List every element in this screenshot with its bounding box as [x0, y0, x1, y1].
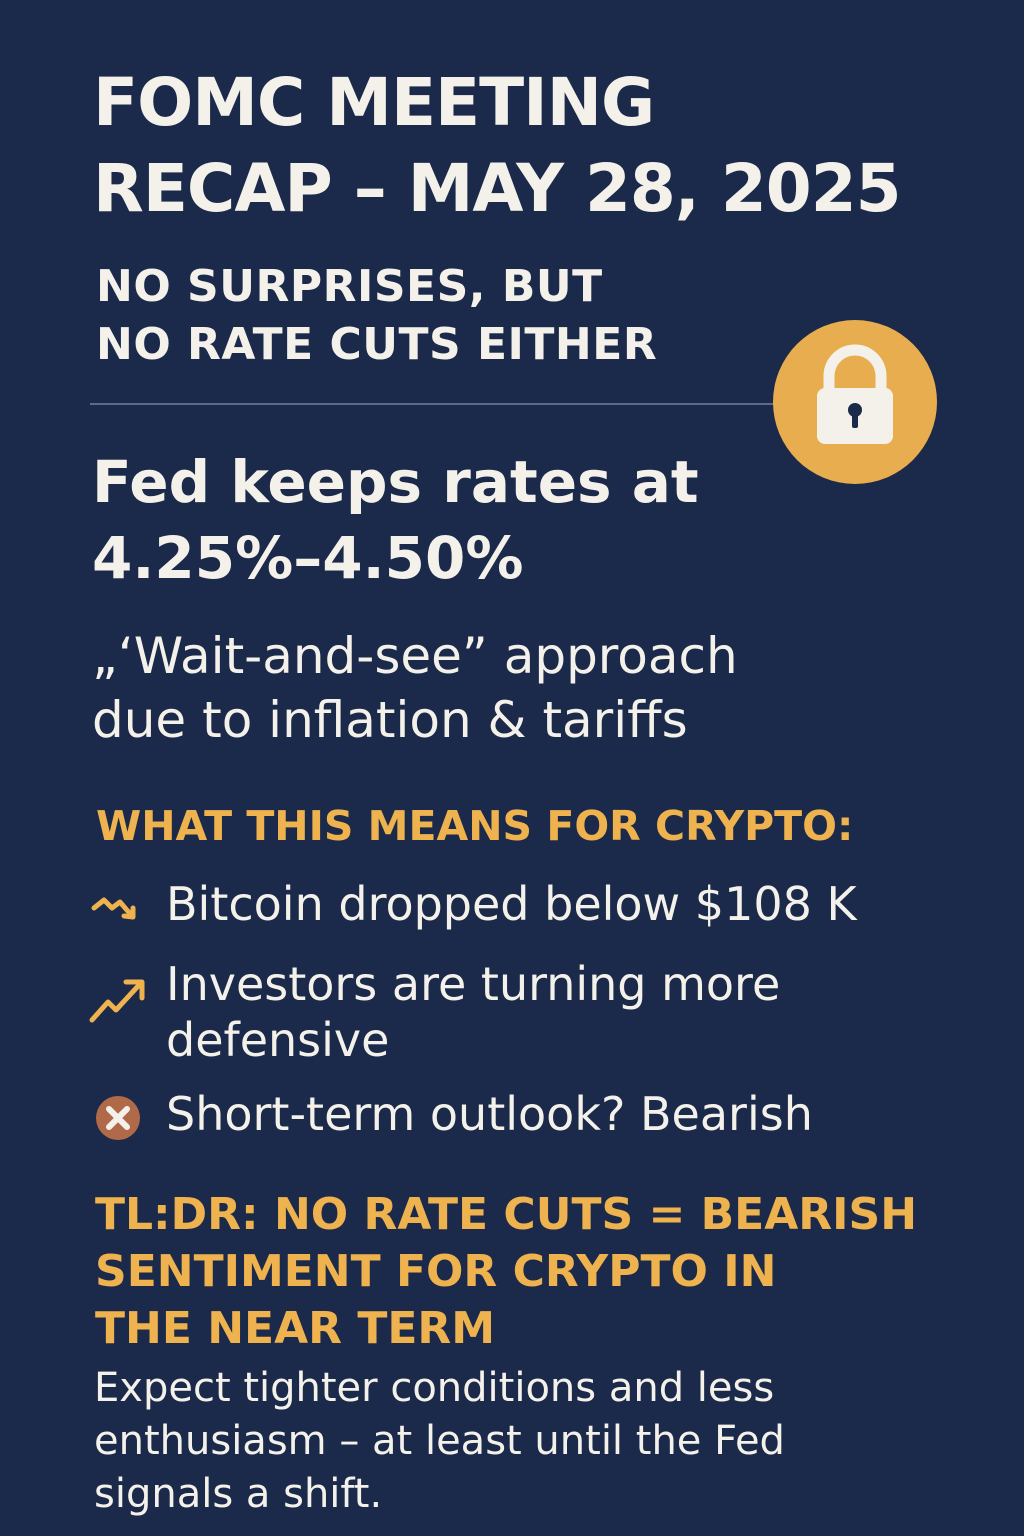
trend-up-icon [89, 979, 145, 1023]
list-item: Bitcoin dropped below $108 K [86, 876, 986, 940]
subtitle: NO SURPRISES, BUT NO RATE CUTS EITHER [96, 258, 657, 374]
lock-icon [817, 344, 893, 444]
headline-line-2: 4.25%–4.50% [92, 524, 524, 592]
closing-line-1: Expect tighter conditions and less [94, 1365, 775, 1411]
list-item: Investors are turning more defensive [86, 956, 986, 1076]
tldr-line-3: THE NEAR TERM [95, 1303, 496, 1354]
title-line-2: RECAP – MAY 28, 2025 [93, 150, 902, 227]
trend-down-icon [91, 897, 136, 920]
list-item: Short-term outlook? Bearish [86, 1086, 986, 1150]
approach-line-2: due to inflation & tariffs [92, 691, 688, 749]
tldr-line-2: SENTIMENT FOR CRYPTO IN [95, 1246, 777, 1297]
crypto-heading: WHAT THIS MEANS FOR CRYPTO: [96, 802, 854, 850]
subtitle-line-1: NO SURPRISES, BUT [96, 261, 603, 312]
closing-text: Expect tighter conditions and less enthu… [94, 1362, 785, 1521]
approach-line-1: „‘Wait-and-see” approach [92, 627, 738, 685]
tldr-line-1: TL:DR: NO RATE CUTS = BEARISH [95, 1189, 918, 1240]
bullet-text: Short-term outlook? Bearish [166, 1087, 813, 1141]
title-line-1: FOMC MEETING [93, 64, 655, 141]
x-circle-icon [96, 1096, 140, 1140]
page-title: FOMC MEETING RECAP – MAY 28, 2025 [93, 60, 902, 232]
subtitle-line-2: NO RATE CUTS EITHER [96, 319, 658, 370]
approach-text: „‘Wait-and-see” approach due to inflatio… [92, 624, 738, 752]
tldr-heading: TL:DR: NO RATE CUTS = BEARISH SENTIMENT … [95, 1186, 917, 1357]
headline: Fed keeps rates at 4.25%–4.50% [92, 444, 699, 596]
bullet-text: Bitcoin dropped below $108 K [166, 877, 857, 931]
bullet-text-line-1: Investors are turning more [166, 957, 781, 1011]
headline-line-1: Fed keeps rates at [92, 448, 699, 516]
divider [90, 403, 790, 405]
bullet-text-line-2: defensive [166, 1013, 390, 1067]
closing-line-3: signals a shift. [94, 1471, 383, 1517]
lock-badge [773, 320, 937, 484]
closing-line-2: enthusiasm – at least until the Fed [94, 1418, 785, 1464]
